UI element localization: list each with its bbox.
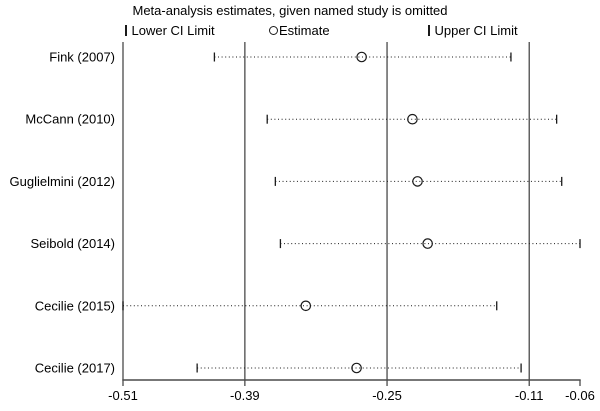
estimate-point bbox=[422, 238, 433, 249]
estimate-point bbox=[300, 300, 312, 312]
study-label: McCann (2010) bbox=[25, 112, 115, 127]
estimate-point bbox=[356, 51, 367, 63]
x-tick-label: -0.11 bbox=[515, 388, 544, 403]
study-label: Fink (2007) bbox=[49, 50, 115, 65]
lower-ci-bar-icon bbox=[125, 25, 127, 36]
legend-item-lower-ci: Lower CI Limit bbox=[125, 23, 215, 38]
chart-title: Meta-analysis estimates, given named stu… bbox=[132, 3, 448, 18]
legend-label-lower-ci: Lower CI Limit bbox=[131, 23, 215, 38]
estimate-point bbox=[407, 113, 418, 125]
estimate-point bbox=[412, 176, 423, 187]
x-tick-label: -0.25 bbox=[372, 388, 402, 403]
x-tick-label: -0.06 bbox=[565, 388, 595, 403]
legend-item-upper-ci: Upper CI Limit bbox=[428, 23, 518, 38]
x-tick-label: -0.51 bbox=[108, 388, 138, 403]
study-label: Cecilie (2015) bbox=[35, 298, 115, 313]
estimate-circle-icon bbox=[269, 26, 278, 35]
study-label: Cecilie (2017) bbox=[35, 361, 115, 376]
legend-label-estimate: Estimate bbox=[279, 23, 330, 38]
legend-item-estimate: Estimate bbox=[269, 23, 330, 38]
study-label: Seibold (2014) bbox=[30, 236, 115, 251]
upper-ci-bar-icon bbox=[428, 25, 430, 36]
study-label: Guglielmini (2012) bbox=[10, 174, 116, 189]
x-tick-label: -0.39 bbox=[230, 388, 260, 403]
estimate-point bbox=[351, 362, 362, 374]
legend-label-upper-ci: Upper CI Limit bbox=[434, 23, 518, 38]
